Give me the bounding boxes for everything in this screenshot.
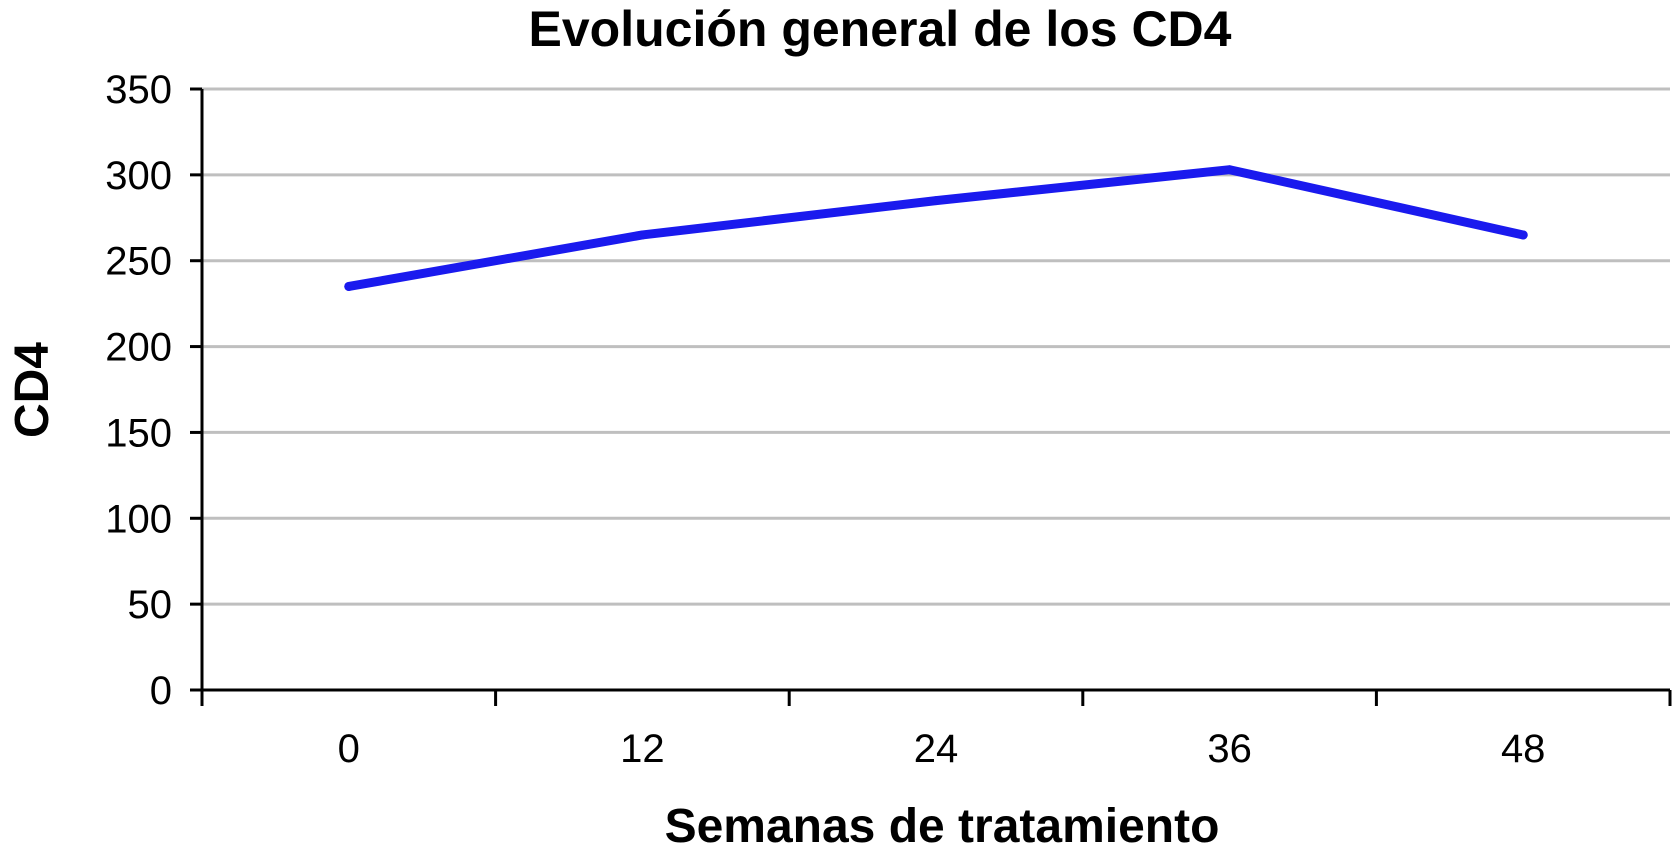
y-tick-label: 0: [150, 669, 172, 713]
data-point: [344, 281, 354, 291]
x-tick-label: 24: [914, 727, 959, 771]
y-axis-title: CD4: [6, 342, 59, 438]
y-tick-label: 100: [105, 497, 172, 541]
x-tick-labels: 0 12 24 36 48: [338, 727, 1546, 771]
y-tick-label: 150: [105, 411, 172, 455]
x-tick-label: 0: [338, 727, 360, 771]
gridlines: [202, 87, 1670, 606]
y-tick-label: 250: [105, 240, 172, 284]
y-tick-label: 350: [105, 68, 172, 112]
x-tick-label: 36: [1207, 727, 1252, 771]
data-point: [1225, 165, 1235, 175]
chart-title: Evolución general de los CD4: [529, 1, 1232, 57]
y-tick-label: 50: [128, 583, 173, 627]
y-tick-labels: 0 50 100 150 200 250 300 350: [105, 68, 172, 713]
x-tick-label: 48: [1501, 727, 1546, 771]
axes: [190, 87, 1672, 706]
y-tick-label: 200: [105, 326, 172, 370]
series-layer: [344, 165, 1528, 291]
data-point: [1518, 230, 1528, 240]
x-axis-title: Semanas de tratamiento: [665, 800, 1220, 853]
y-tick-label: 300: [105, 154, 172, 198]
series-line: [344, 165, 1528, 291]
x-tick-label: 12: [620, 727, 665, 771]
data-point: [637, 230, 647, 240]
data-point: [931, 196, 941, 206]
